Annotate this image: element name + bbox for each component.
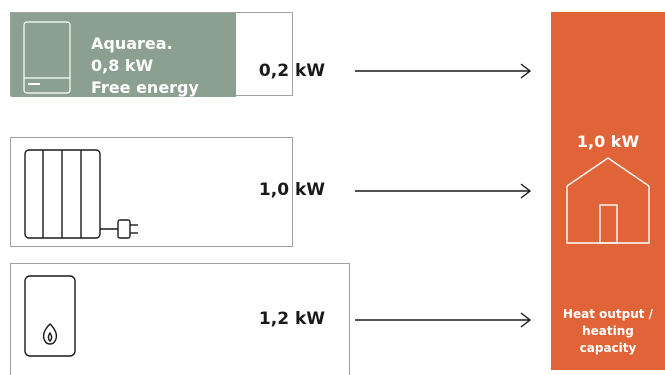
aquarea-label: Aquarea. 0,8 kW Free energy	[91, 33, 236, 99]
heat-output-caption: Heat output / heating capacity	[551, 306, 665, 357]
aquarea-label-line-2: 0,8 kW	[91, 56, 154, 75]
radiator-output-value: 1,0 kW	[258, 180, 325, 200]
heat-output-panel: 1,0 kW Heat output / heating capacity	[551, 12, 665, 370]
electric-radiator-row	[10, 137, 293, 247]
radiator-arrow	[355, 183, 532, 199]
electric-radiator-icon	[24, 149, 138, 239]
gas-boiler-output-value: 1,2 kW	[258, 309, 325, 329]
house-icon	[566, 157, 650, 244]
gas-boiler-arrow	[355, 312, 532, 328]
gas-boiler-row	[10, 263, 350, 375]
aquarea-row: Aquarea. 0,8 kW Free energy	[10, 12, 293, 99]
aquarea-output-value: 0,2 kW	[258, 61, 325, 81]
aquarea-label-line-3: Free energy	[91, 78, 199, 97]
heat-output-value: 1,0 kW	[576, 132, 640, 151]
heat-pump-unit-icon	[23, 21, 71, 94]
aquarea-arrow	[355, 63, 532, 79]
gas-boiler-icon	[24, 275, 76, 357]
aquarea-panel	[11, 13, 236, 97]
aquarea-label-line-1: Aquarea.	[91, 34, 173, 53]
heat-output-caption-line-3: capacity	[579, 341, 637, 355]
heat-output-caption-line-1: Heat output /	[562, 307, 654, 321]
heat-output-caption-line-2: heating	[582, 324, 634, 338]
